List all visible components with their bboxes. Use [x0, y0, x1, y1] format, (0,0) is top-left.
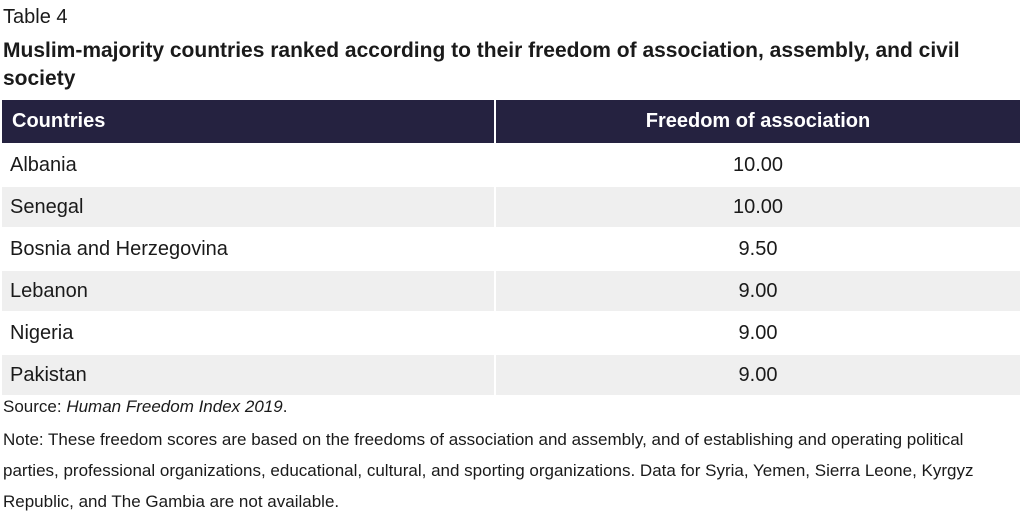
table-row: Senegal 10.00 — [2, 185, 1020, 228]
country-cell: Lebanon — [2, 269, 496, 312]
source-line: Source: Human Freedom Index 2019. — [3, 396, 287, 418]
source-title: Human Freedom Index 2019 — [66, 397, 283, 416]
table-title: Muslim-majority countries ranked accordi… — [3, 39, 960, 90]
table-row: Albania 10.00 — [2, 143, 1020, 186]
column-header-freedom: Freedom of association — [495, 100, 1020, 144]
score-cell: 9.00 — [495, 269, 1020, 312]
table-row: Bosnia and Herzegovina 9.50 — [2, 227, 1020, 270]
table-row: Lebanon 9.00 — [2, 269, 1020, 312]
table-row: Nigeria 9.00 — [2, 311, 1020, 354]
table-label: Table 4 — [3, 6, 68, 28]
score-cell: 10.00 — [495, 185, 1020, 228]
country-cell: Senegal — [2, 185, 496, 228]
score-cell: 9.00 — [495, 311, 1020, 354]
country-cell: Bosnia and Herzegovina — [2, 227, 496, 270]
score-cell: 9.50 — [495, 227, 1020, 270]
table-header-row: Countries Freedom of association — [2, 100, 1020, 144]
country-cell: Pakistan — [2, 353, 496, 395]
score-cell: 9.00 — [495, 353, 1020, 395]
source-suffix: . — [282, 397, 288, 416]
country-cell: Nigeria — [2, 311, 496, 354]
source-prefix: Source: — [3, 397, 67, 416]
column-header-countries: Countries — [2, 100, 496, 144]
country-cell: Albania — [2, 143, 496, 186]
score-cell: 10.00 — [495, 143, 1020, 186]
data-table: Countries Freedom of association Albania… — [2, 100, 1020, 395]
table-note: Note: These freedom scores are based on … — [3, 430, 974, 511]
table-row: Pakistan 9.00 — [2, 353, 1020, 395]
